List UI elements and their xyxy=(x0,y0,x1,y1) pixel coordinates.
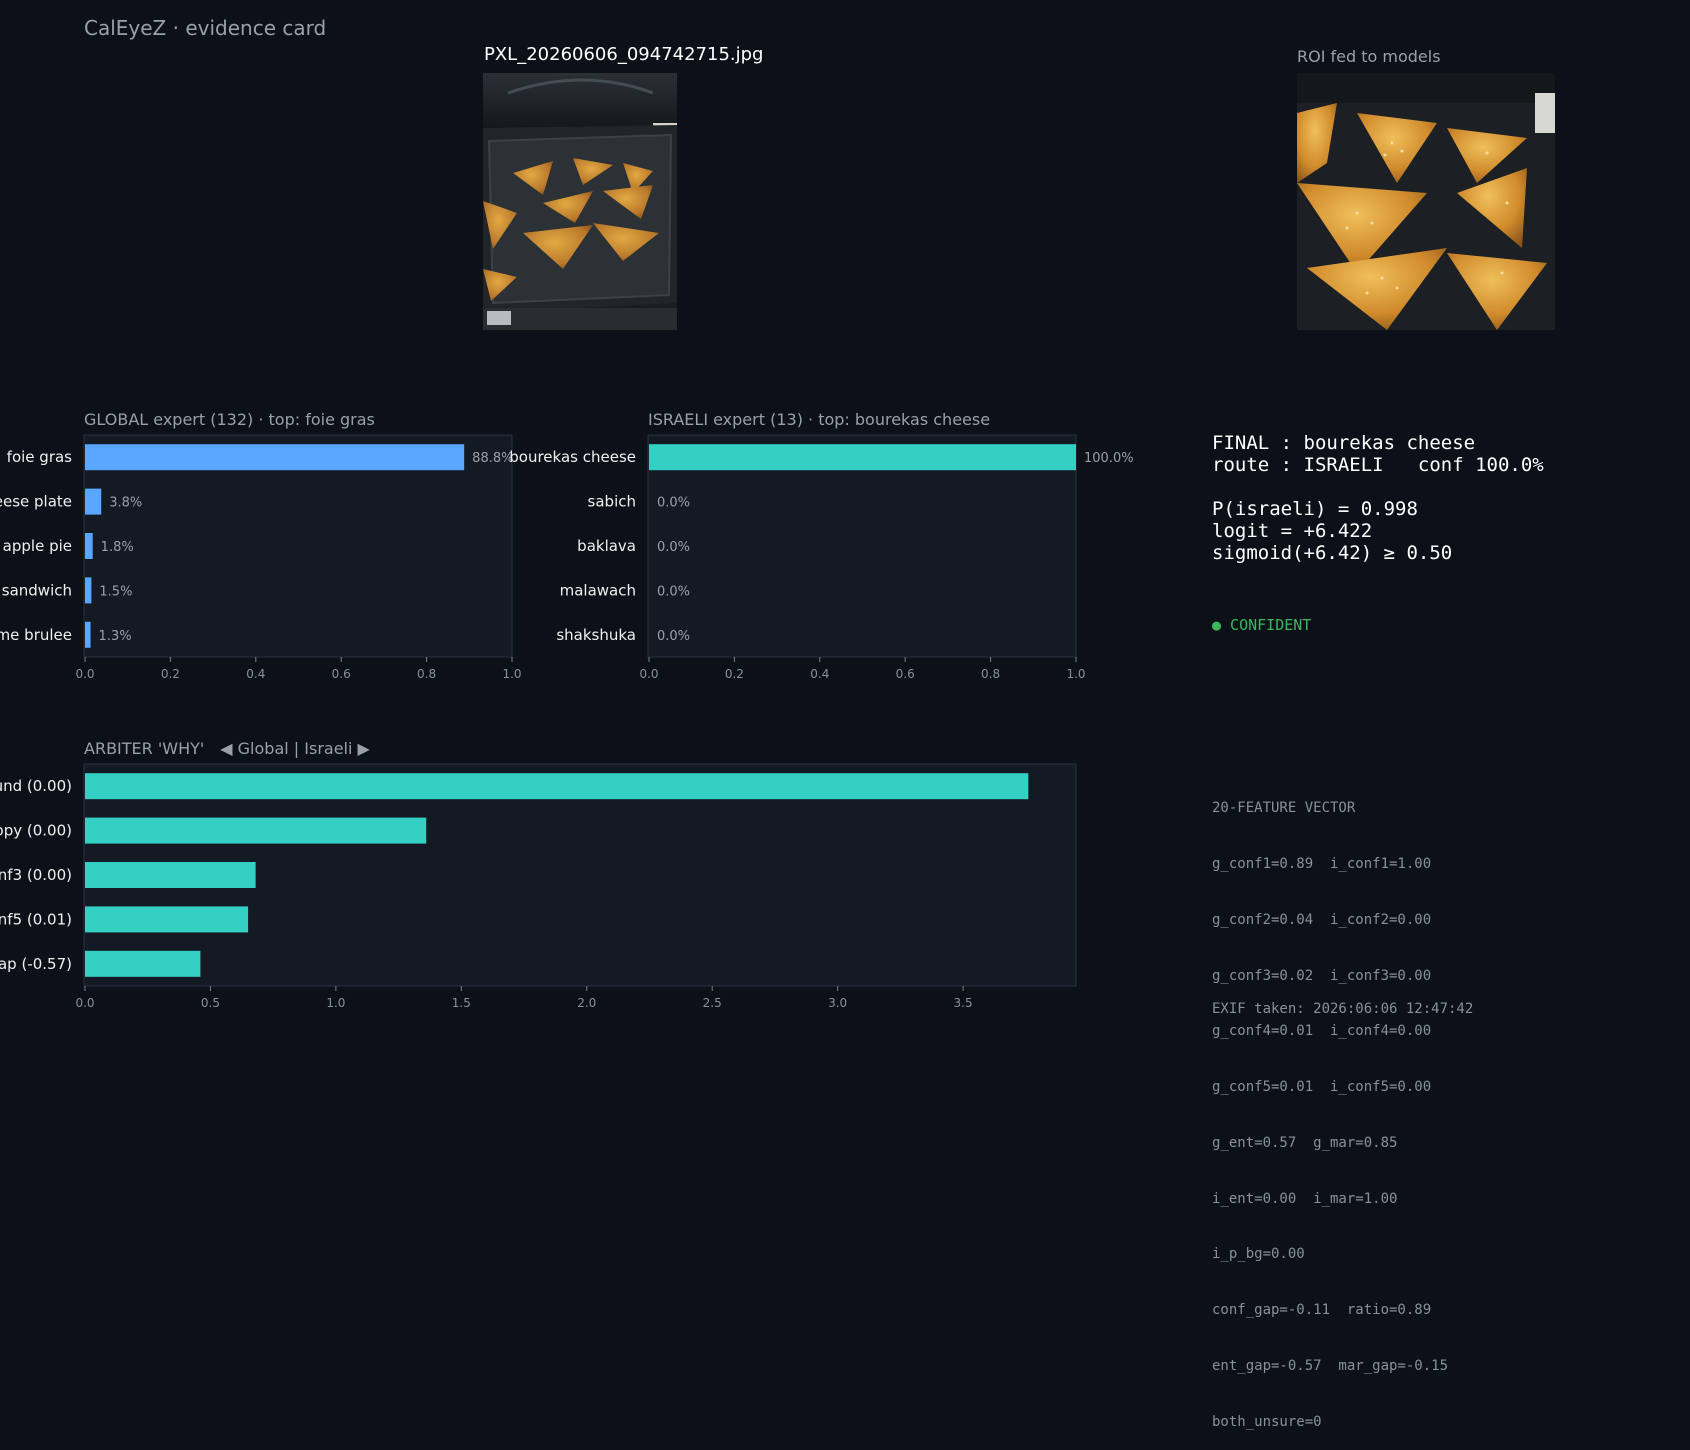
category-label: gap (-0.57) xyxy=(0,955,72,973)
x-tick-label: 0.2 xyxy=(725,667,744,681)
x-tick-label: 0.0 xyxy=(75,996,94,1010)
feature-line: g_conf1=0.89 i_conf1=1.00 xyxy=(1212,855,1432,872)
feature-line: g_conf3=0.02 i_conf3=0.00 xyxy=(1212,967,1432,984)
sigmoid: sigmoid(+6.42) ≥ 0.50 xyxy=(1212,542,1453,564)
x-tick-label: 2.5 xyxy=(703,996,722,1010)
israeli-bar-chart: 0.0 0.2 0.4 0.6 0.8 1.0 bourekas cheese 100.0% s… xyxy=(509,434,1134,681)
feature-vector: 20-FEATURE VECTOR g_conf1=0.89 i_conf1=1… xyxy=(1212,762,1448,1450)
category-label: bourekas cheese xyxy=(509,448,636,466)
bar xyxy=(85,621,91,648)
plot-area xyxy=(83,434,513,658)
value-label: 1.5% xyxy=(99,584,132,599)
image-filename: PXL_20260606_094742715.jpg xyxy=(484,44,764,65)
final-verdict: FINAL : bourekas cheese route : ISRAELI c… xyxy=(1212,432,1544,564)
pastries xyxy=(483,158,659,301)
bar xyxy=(85,577,92,604)
feature-line: g_conf5=0.01 i_conf5=0.00 xyxy=(1212,1079,1432,1096)
category-label: shakshuka xyxy=(556,626,636,644)
category-label: baklava xyxy=(577,537,636,555)
logit: logit = +6.422 xyxy=(1212,520,1373,542)
global-chart-title: GLOBAL expert (132) · top: foie gras xyxy=(84,410,375,429)
x-tick-label: 0.2 xyxy=(161,667,180,681)
arbiter-title-text: ARBITER 'WHY' xyxy=(84,739,205,758)
category-label: und (0.00) xyxy=(0,777,72,795)
feature-line: i_p_bg=0.00 xyxy=(1212,1246,1305,1263)
category-label: sandwich xyxy=(2,581,72,599)
value-label: 3.8% xyxy=(109,496,142,511)
value-label: 88.8% xyxy=(472,451,513,466)
final-label: FINAL : bourekas cheese xyxy=(1212,432,1476,454)
category-label: sabich xyxy=(588,493,636,511)
x-tick-label: 0.4 xyxy=(246,667,265,681)
confident-status: ● CONFIDENT xyxy=(1212,616,1312,634)
roi-illustration xyxy=(1297,73,1555,330)
category-label: apple pie xyxy=(3,537,72,555)
value-label: 0.0% xyxy=(657,540,690,555)
photo-illustration xyxy=(483,73,677,330)
x-tick-label: 0.5 xyxy=(201,996,220,1010)
bar xyxy=(85,488,102,515)
plot-area xyxy=(647,434,1077,658)
global-bar-chart: 0.0 0.2 0.4 0.6 0.8 1.0 foie gras 88.8% eese pla… xyxy=(0,434,522,681)
x-tick-label: 0.6 xyxy=(332,667,351,681)
x-tick-label: 0.8 xyxy=(981,667,1000,681)
value-label: 0.0% xyxy=(657,629,690,644)
original-photo xyxy=(483,73,677,330)
value-label: 1.3% xyxy=(99,629,132,644)
x-tick-label: 0.8 xyxy=(417,667,436,681)
p-israeli: P(israeli) = 0.998 xyxy=(1212,498,1418,520)
feature-line: both_unsure=0 xyxy=(1212,1413,1322,1430)
category-label: me brulee xyxy=(0,626,72,644)
feature-line: i_ent=0.00 i_mar=1.00 xyxy=(1212,1190,1398,1207)
feature-line: g_ent=0.57 g_mar=0.85 xyxy=(1212,1134,1398,1151)
x-tick-label: 0.6 xyxy=(896,667,915,681)
x-tick-label: 0.0 xyxy=(639,667,658,681)
x-tick-label: 3.0 xyxy=(828,996,847,1010)
arbiter-chart-title: ARBITER 'WHY' ◀ Global | Israeli ▶ xyxy=(84,739,370,758)
app-title: CalEyeZ · evidence card xyxy=(84,16,327,40)
value-label: 0.0% xyxy=(657,584,690,599)
exif-timestamp: EXIF taken: 2026:06:06 12:47:42 xyxy=(1212,1001,1474,1017)
route-label: route : ISRAELI conf 100.0% xyxy=(1212,454,1544,476)
x-tick-label: 1.0 xyxy=(326,996,345,1010)
roi-title: ROI fed to models xyxy=(1297,47,1441,66)
bar xyxy=(85,862,256,888)
feature-line: conf_gap=-0.11 ratio=0.89 xyxy=(1212,1302,1432,1319)
bar xyxy=(85,533,93,559)
x-tick-label: 1.0 xyxy=(502,667,521,681)
arbiter-direction-legend: ◀ Global | Israeli ▶ xyxy=(220,739,370,758)
category-label: onf3 (0.00) xyxy=(0,866,72,884)
category-label: ropy (0.00) xyxy=(0,822,72,840)
value-label: 1.8% xyxy=(101,540,134,555)
bar xyxy=(85,950,201,977)
category-label: foie gras xyxy=(7,448,73,466)
israeli-chart-title: ISRAELI expert (13) · top: bourekas chee… xyxy=(648,410,991,429)
feature-line: g_conf4=0.01 i_conf4=0.00 xyxy=(1212,1023,1432,1040)
x-tick-label: 3.5 xyxy=(954,996,973,1010)
roi-photo xyxy=(1297,73,1555,330)
bar xyxy=(85,444,465,471)
x-tick-label: 0.0 xyxy=(75,667,94,681)
feature-vector-title: 20-FEATURE VECTOR xyxy=(1212,800,1356,817)
feature-line: ent_gap=-0.57 mar_gap=-0.15 xyxy=(1212,1358,1449,1374)
x-tick-label: 1.5 xyxy=(452,996,471,1010)
value-label: 0.0% xyxy=(657,496,690,511)
x-tick-label: 1.0 xyxy=(1066,667,1085,681)
x-tick-label: 2.0 xyxy=(577,996,596,1010)
bar xyxy=(85,906,249,933)
bar xyxy=(85,773,1029,800)
feature-line: g_conf2=0.04 i_conf2=0.00 xyxy=(1212,911,1432,928)
bar xyxy=(85,817,427,844)
category-label: eese plate xyxy=(0,493,72,511)
x-tick-label: 0.4 xyxy=(810,667,829,681)
category-label: onf5 (0.01) xyxy=(0,910,72,928)
value-label: 100.0% xyxy=(1084,451,1134,466)
bar xyxy=(649,444,1076,471)
arbiter-bar-chart: 0.0 0.5 1.0 1.5 2.0 2.5 3.0 3.5 und (0.00) ropy (… xyxy=(0,763,1077,1010)
category-label: malawach xyxy=(560,581,636,599)
